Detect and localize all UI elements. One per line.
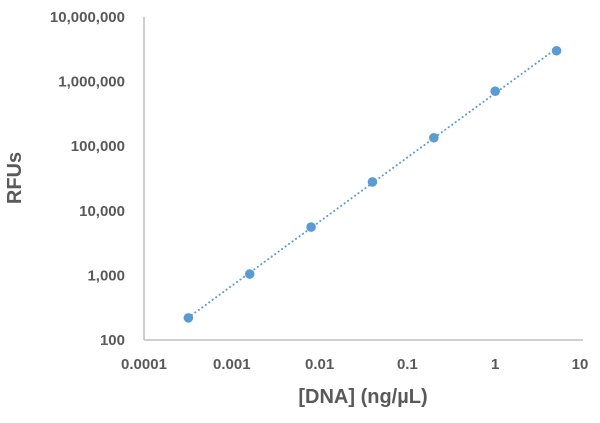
data-points bbox=[183, 45, 562, 323]
x-tick-label: 10 bbox=[572, 356, 589, 373]
data-point bbox=[490, 86, 501, 97]
axes bbox=[143, 17, 583, 341]
data-point bbox=[306, 222, 316, 232]
y-tick-label: 10,000 bbox=[79, 203, 125, 220]
y-tick-labels: 100 1,000 10,000 100,000 1,000,000 10,000,000 bbox=[50, 9, 125, 349]
y-axis-title: RFUs bbox=[4, 152, 26, 204]
data-point bbox=[551, 45, 562, 56]
x-tick-label: 0.1 bbox=[397, 356, 418, 373]
x-tick-label: 1 bbox=[491, 356, 499, 373]
y-tick-label: 1,000,000 bbox=[58, 74, 125, 91]
data-point bbox=[429, 132, 439, 143]
data-point bbox=[244, 269, 255, 279]
y-tick-label: 100 bbox=[100, 332, 125, 349]
x-tick-labels: 0.0001 0.001 0.01 0.1 1 10 bbox=[121, 356, 588, 373]
y-tick-label: 10,000,000 bbox=[50, 9, 125, 26]
data-point bbox=[367, 177, 378, 187]
y-tick-label: 1,000 bbox=[87, 267, 125, 284]
y-tick-label: 100,000 bbox=[71, 138, 125, 155]
x-tick-label: 0.0001 bbox=[121, 356, 167, 373]
x-tick-label: 0.001 bbox=[213, 356, 251, 373]
x-tick-label: 0.01 bbox=[305, 356, 334, 373]
x-axis-title: [DNA] (ng/µL) bbox=[298, 386, 427, 408]
data-point bbox=[183, 313, 194, 323]
